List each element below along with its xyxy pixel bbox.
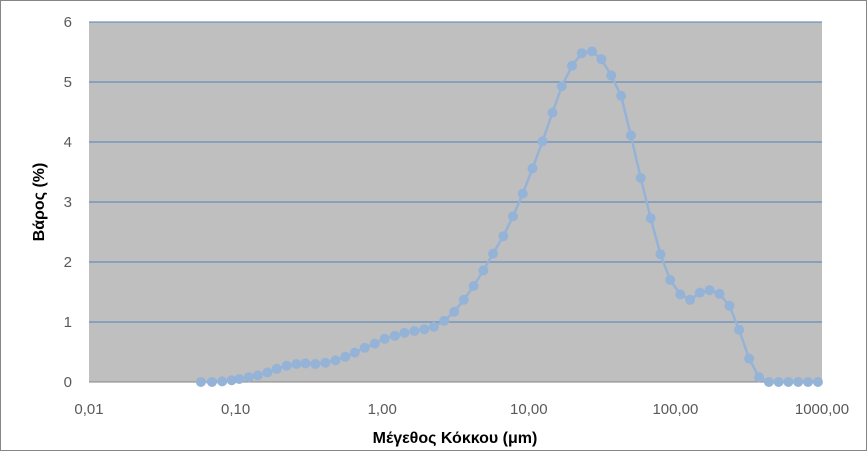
data-point xyxy=(537,136,548,147)
data-point xyxy=(625,130,636,141)
data-point xyxy=(449,306,460,317)
data-point xyxy=(744,353,755,364)
data-point xyxy=(783,377,794,387)
data-point xyxy=(587,46,597,57)
data-point xyxy=(217,376,228,387)
data-point xyxy=(576,48,587,59)
data-point xyxy=(547,107,558,118)
x-tick-label: 10,00 xyxy=(510,401,548,418)
data-point xyxy=(754,372,764,383)
data-point xyxy=(349,347,360,358)
y-tick-label: 0 xyxy=(64,374,72,391)
data-point xyxy=(803,377,813,387)
data-point xyxy=(281,360,292,371)
data-point xyxy=(793,377,804,387)
data-point xyxy=(724,300,735,311)
x-tick-label: 1,00 xyxy=(368,401,397,418)
data-point xyxy=(812,377,823,387)
y-tick-label: 4 xyxy=(64,134,72,151)
data-point xyxy=(399,327,410,338)
x-tick-label: 0,01 xyxy=(74,401,103,418)
data-point xyxy=(567,60,577,71)
x-axis-tick-labels: 0,01 0,10 1,00 10,00 100,00 1000,00 xyxy=(74,401,849,418)
data-point xyxy=(488,248,498,259)
data-point xyxy=(291,359,302,369)
data-point xyxy=(439,315,450,326)
data-point xyxy=(498,231,509,242)
y-tick-label: 3 xyxy=(64,194,72,211)
data-point xyxy=(714,288,725,299)
data-point xyxy=(359,342,370,353)
data-point xyxy=(300,358,311,369)
data-point xyxy=(478,265,489,276)
data-point xyxy=(320,357,331,368)
data-point xyxy=(606,70,617,81)
y-tick-label: 1 xyxy=(64,314,72,331)
data-point xyxy=(330,355,341,366)
data-point xyxy=(694,287,705,298)
x-tick-label: 1000,00 xyxy=(795,401,849,418)
data-point xyxy=(655,249,666,260)
data-point xyxy=(468,281,479,291)
data-point xyxy=(704,285,715,296)
data-point xyxy=(409,326,420,336)
data-point xyxy=(685,294,696,305)
data-point xyxy=(458,294,469,305)
y-axis-title: Βάρος (%) xyxy=(31,163,48,242)
data-point xyxy=(734,324,745,335)
series-layer xyxy=(195,46,823,387)
data-point xyxy=(665,275,676,285)
data-point xyxy=(195,377,206,387)
data-point xyxy=(645,213,656,224)
data-point xyxy=(556,81,567,92)
y-tick-label: 6 xyxy=(64,14,72,31)
data-point xyxy=(226,375,237,386)
y-tick-label: 2 xyxy=(64,254,72,271)
data-point xyxy=(517,188,528,199)
data-point xyxy=(596,54,607,65)
data-point xyxy=(262,367,273,378)
data-point xyxy=(527,163,538,174)
data-point xyxy=(271,363,282,374)
data-point xyxy=(635,173,646,183)
data-point xyxy=(428,321,439,332)
data-point xyxy=(616,90,627,101)
data-point xyxy=(508,211,518,222)
data-point xyxy=(419,324,430,335)
gridlines xyxy=(89,21,822,323)
x-axis-title: Μέγεθος Κόκκου (μm) xyxy=(373,430,538,447)
y-axis-tick-labels: 0 1 2 3 4 5 6 xyxy=(64,14,72,391)
data-point xyxy=(207,377,217,387)
data-point xyxy=(340,351,351,362)
data-point xyxy=(389,330,400,341)
y-tick-label: 5 xyxy=(64,74,72,91)
x-tick-label: 100,00 xyxy=(652,401,698,418)
data-point xyxy=(252,370,263,381)
data-point xyxy=(675,289,686,300)
data-point xyxy=(763,377,774,387)
data-point xyxy=(234,374,245,384)
data-point xyxy=(310,359,321,369)
x-tick-label: 0,10 xyxy=(221,401,250,418)
data-point xyxy=(369,338,380,349)
data-point xyxy=(379,333,390,344)
data-point xyxy=(773,377,784,387)
data-point xyxy=(243,372,254,383)
